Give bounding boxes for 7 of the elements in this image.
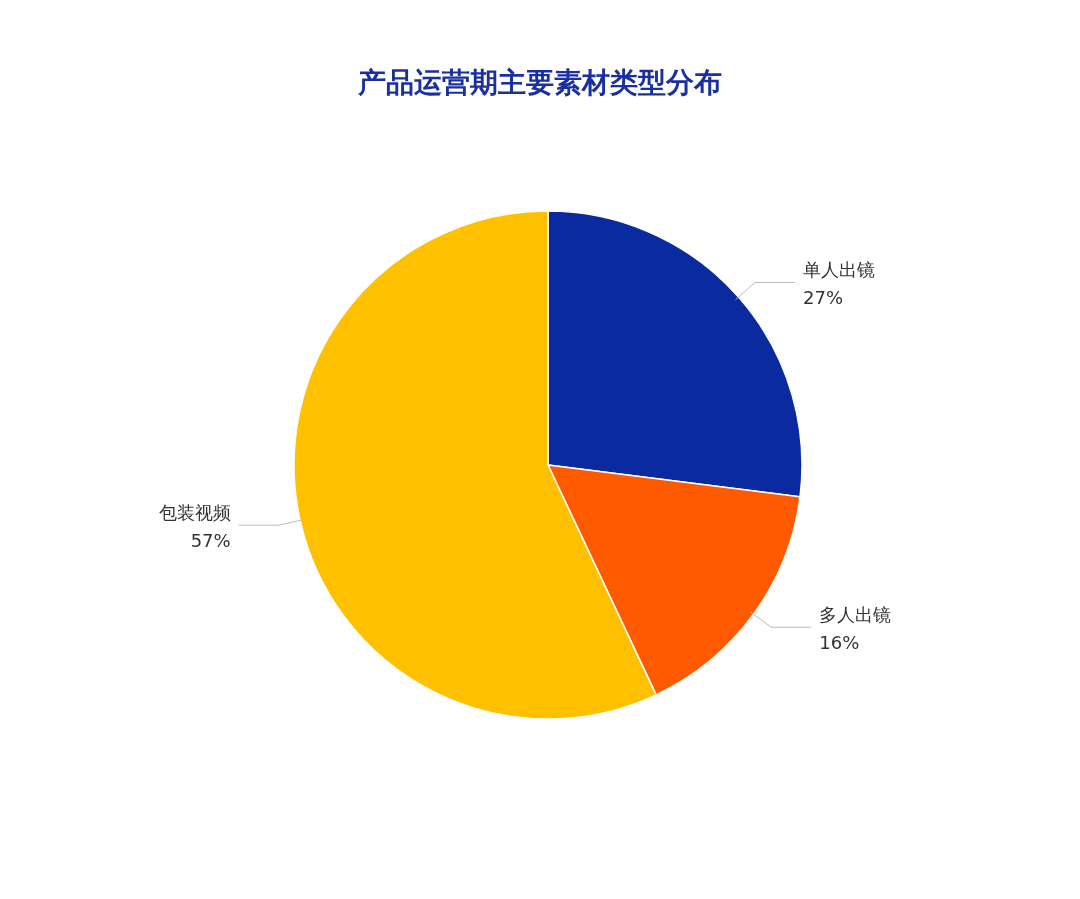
slice-label: 包装视频 — [158, 502, 231, 524]
chart-title: 产品运营期主要素材类型分布 — [357, 66, 722, 99]
data-label: 16% — [819, 632, 860, 654]
data-label: 27% — [803, 287, 844, 309]
slice-label: 单人出镜 — [803, 259, 876, 281]
slice-label: 多人出镜 — [819, 604, 892, 626]
data-label: 57% — [190, 530, 231, 552]
